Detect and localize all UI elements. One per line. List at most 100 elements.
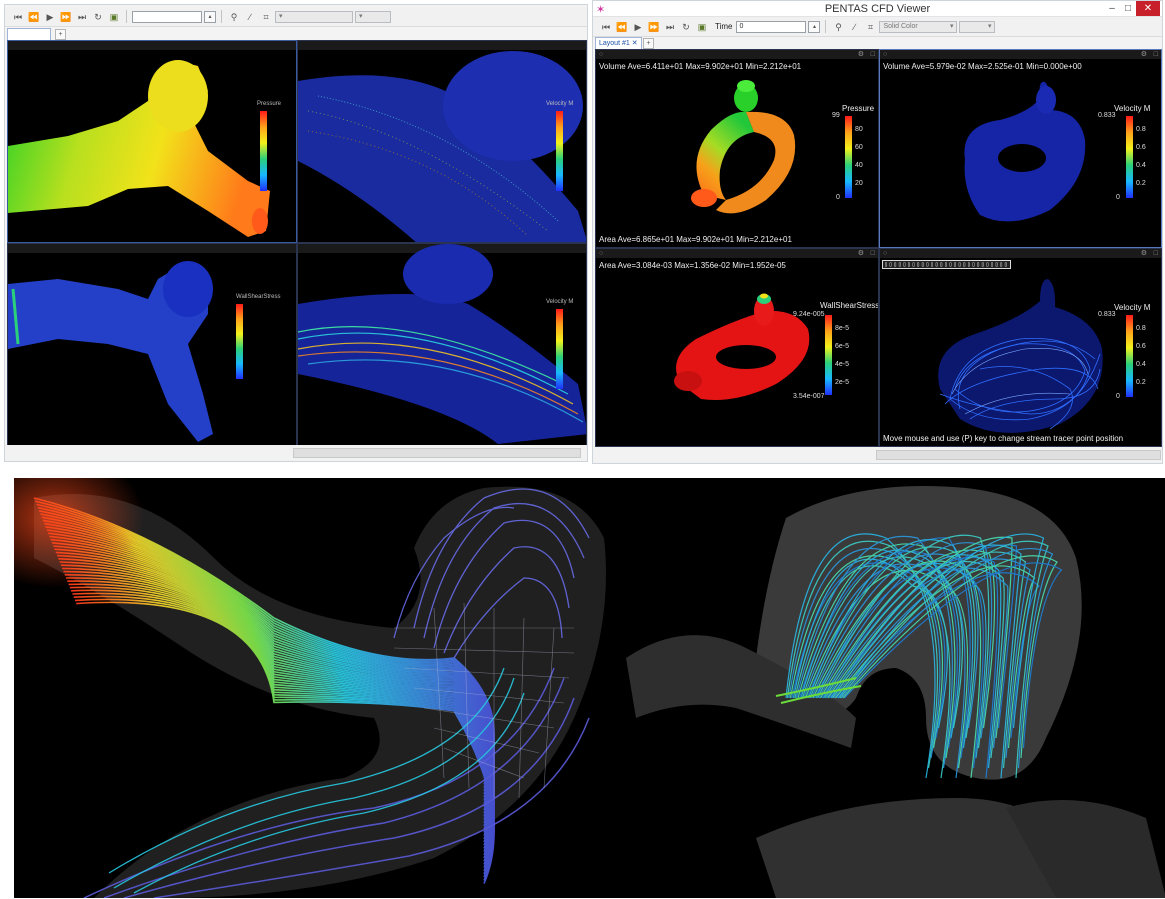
pin-icon[interactable]: ○ xyxy=(883,250,888,257)
maximize-pane-icon[interactable]: □ xyxy=(1153,51,1158,58)
maximize-pane-icon[interactable]: □ xyxy=(870,51,875,58)
settings-icon[interactable]: ⚙ xyxy=(857,250,864,257)
first-frame-icon[interactable]: ⏮ xyxy=(13,11,23,22)
colorbar-tick: 0.8 xyxy=(1136,126,1146,133)
chevron-down-icon: ▾ xyxy=(279,12,283,20)
cfd-viewer-window-small: ⏮ ⏪ ▶ ⏩ ⏭ ↻ ▣ ▴ ⚲ ∕ ⌗ ▾ ▾ + xyxy=(4,4,588,462)
add-tab-button[interactable]: + xyxy=(55,29,66,40)
colorbar-tick: 2e-5 xyxy=(835,379,850,386)
maximize-icon[interactable]: □ xyxy=(1124,3,1132,14)
viewport-streamlines[interactable]: ○ ⚙ □ ▯▯▯▯▯▯▯▯▯▯▯▯▯▯▯▯▯▯▯▯▯▯▯▯▯▯▯ xyxy=(879,248,1162,447)
pressure-surface-render xyxy=(691,80,796,214)
step-forward-icon[interactable]: ⏩ xyxy=(60,11,72,22)
colorbar-title: WallShearStress xyxy=(820,301,879,310)
render-mode-select[interactable]: ▾ xyxy=(275,10,353,23)
streamline xyxy=(838,533,1045,729)
loop-icon[interactable]: ↻ xyxy=(682,21,690,32)
close-tab-icon[interactable]: ✕ xyxy=(631,40,638,47)
streamline xyxy=(785,533,936,779)
pin-icon[interactable]: ○ xyxy=(599,250,604,257)
cfd-viewer-window: ✶ PENTAS CFD Viewer – □ ✕ ⏮ ⏪ ▶ ⏩ ⏭ ↻ ▣ … xyxy=(592,0,1163,464)
last-frame-icon[interactable]: ⏭ xyxy=(77,11,87,22)
streamline xyxy=(835,565,1036,749)
velocity-colorbar xyxy=(1126,116,1133,198)
status-bar xyxy=(5,445,587,461)
colorbar-max: 0.833 xyxy=(1098,311,1116,318)
viewport-header: ○ ⚙ □ xyxy=(880,50,1161,59)
colormap-select[interactable]: ▾ xyxy=(355,10,391,23)
viewport-pressure[interactable]: ○ ⚙ □ Volume Ave=6.411e+01 Max=9.902e+01… xyxy=(595,49,879,248)
last-frame-icon[interactable]: ⏭ xyxy=(665,21,675,32)
probe-icon[interactable]: ⚲ xyxy=(835,21,842,32)
streamline xyxy=(795,535,953,769)
streamline xyxy=(822,554,1002,769)
viewport-wall-shear[interactable]: WallShearStress xyxy=(7,243,297,446)
colorbar-title: Velocity M xyxy=(546,299,574,305)
viewport-velocity[interactable]: Velocity M xyxy=(297,40,587,243)
crop-icon[interactable]: ⌗ xyxy=(867,21,874,32)
volume-stats: Volume Ave=6.411e+01 Max=9.902e+01 Min=2… xyxy=(599,62,802,71)
streamline xyxy=(818,542,993,739)
render-mode-select[interactable]: Solid Color ▾ xyxy=(879,20,958,33)
camera-icon[interactable]: ▣ xyxy=(109,11,119,22)
colorbar-max: 99 xyxy=(832,112,840,119)
settings-icon[interactable]: ⚙ xyxy=(1140,51,1147,58)
time-input[interactable] xyxy=(132,10,202,23)
pin-icon[interactable]: ○ xyxy=(599,51,604,58)
maximize-pane-icon[interactable]: □ xyxy=(1153,250,1158,257)
colorbar-tick: 0.4 xyxy=(1136,361,1146,368)
pressure-colorbar xyxy=(260,111,267,191)
volume-stats: Volume Ave=5.979e-02 Max=2.525e-01 Min=0… xyxy=(883,62,1082,71)
horizontal-scrollbar[interactable] xyxy=(293,448,581,458)
pin-icon[interactable]: ○ xyxy=(883,51,888,58)
vessel-streamline-illustration xyxy=(14,478,606,898)
add-tab-button[interactable]: + xyxy=(643,38,654,49)
step-back-icon[interactable]: ⏪ xyxy=(28,11,40,22)
streamline xyxy=(815,562,987,759)
maximize-pane-icon[interactable]: □ xyxy=(870,250,875,257)
viewport-pressure[interactable]: Pressure xyxy=(7,40,297,243)
colorbar-min: 0 xyxy=(1116,393,1120,400)
loop-icon[interactable]: ↻ xyxy=(94,11,102,22)
step-back-icon[interactable]: ⏪ xyxy=(616,21,628,32)
colorbar-tick: 80 xyxy=(855,126,863,133)
measure-icon[interactable]: ∕ xyxy=(249,11,251,22)
time-stepper[interactable]: ▴ xyxy=(204,10,216,23)
colorbar-title: Velocity M xyxy=(1114,303,1151,312)
close-icon[interactable]: ✕ xyxy=(1136,1,1160,16)
settings-icon[interactable]: ⚙ xyxy=(1140,250,1147,257)
colorbar-max: 9.24e-005 xyxy=(793,311,825,318)
colorbar-title: Pressure xyxy=(257,101,282,107)
playback-toolbar: ⏮ ⏪ ▶ ⏩ ⏭ ↻ ▣ Time 0 ▴ ⚲ ∕ ⌗ Solid Color… xyxy=(593,17,1162,37)
time-input[interactable]: 0 xyxy=(736,20,807,33)
first-frame-icon[interactable]: ⏮ xyxy=(601,21,611,32)
crop-icon[interactable]: ⌗ xyxy=(263,11,269,22)
probe-icon[interactable]: ⚲ xyxy=(230,11,238,22)
streamline xyxy=(821,556,999,779)
streamline xyxy=(788,548,941,759)
colormap-select[interactable]: ▾ xyxy=(959,20,996,33)
horizontal-scrollbar[interactable] xyxy=(876,450,1161,460)
viewport-streamlines[interactable]: Velocity M xyxy=(297,243,587,446)
settings-icon[interactable]: ⚙ xyxy=(857,51,864,58)
play-icon[interactable]: ▶ xyxy=(634,21,642,32)
colorbar-tick: 8e-5 xyxy=(835,325,850,332)
streamline xyxy=(816,534,990,749)
playback-toolbar: ⏮ ⏪ ▶ ⏩ ⏭ ↻ ▣ ▴ ⚲ ∕ ⌗ ▾ ▾ xyxy=(5,7,587,27)
tab-layout[interactable] xyxy=(7,28,51,40)
measure-icon[interactable]: ∕ xyxy=(853,21,856,32)
viewport-velocity[interactable]: ○ ⚙ □ Volume Ave=5.979e-02 Max=2.525e-01… xyxy=(879,49,1162,248)
colorbar-tick: 0.4 xyxy=(1136,162,1146,169)
step-forward-icon[interactable]: ⏩ xyxy=(648,21,660,32)
play-icon[interactable]: ▶ xyxy=(46,11,54,22)
streamline xyxy=(797,543,956,759)
viewport-wall-shear[interactable]: ○ ⚙ □ Area Ave=3.084e-03 Max=1.356e-02 M… xyxy=(595,248,879,447)
tab-layout-1[interactable]: Layout #1 ✕ xyxy=(595,37,642,49)
minimize-icon[interactable]: – xyxy=(1109,3,1115,14)
viewport-header: ○ ⚙ □ xyxy=(880,249,1161,258)
title-bar: ✶ PENTAS CFD Viewer – □ ✕ xyxy=(593,1,1162,17)
chevron-down-icon: ▾ xyxy=(987,22,992,30)
time-stepper[interactable]: ▴ xyxy=(808,20,821,33)
camera-icon[interactable]: ▣ xyxy=(697,21,707,32)
pressure-surface-render xyxy=(8,60,270,237)
